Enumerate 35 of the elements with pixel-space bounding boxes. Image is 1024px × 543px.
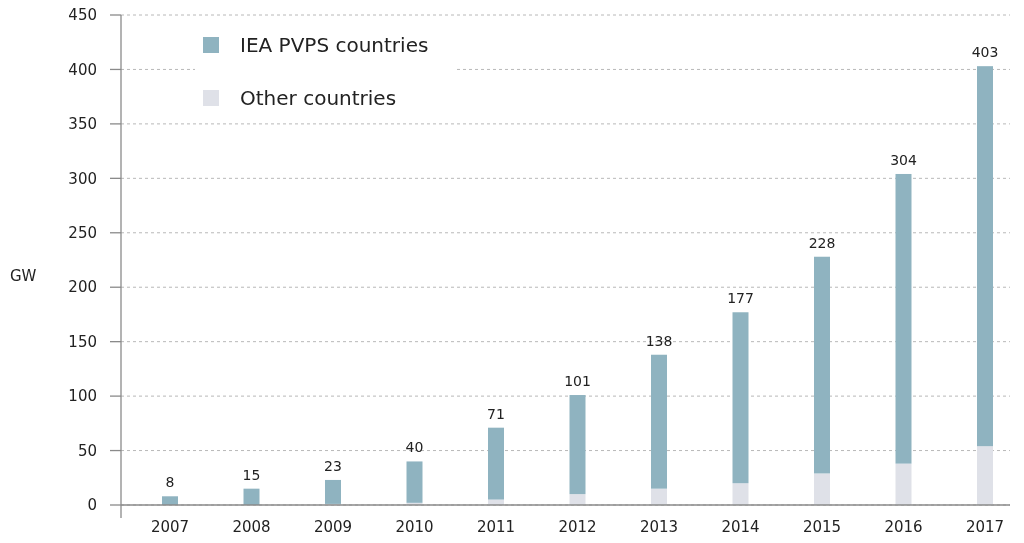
y-tick-label: 350	[68, 115, 97, 134]
total-label: 15	[242, 466, 261, 483]
x-tick-label: 2013	[639, 518, 679, 536]
y-tick-label: 50	[77, 441, 97, 460]
total-label: 23	[324, 457, 342, 474]
total-label: 403	[971, 44, 999, 61]
total-label: 177	[727, 290, 754, 307]
legend-label: Other countries	[240, 86, 397, 110]
x-tick-label: 2015	[802, 518, 842, 536]
x-tick-label: 2012	[558, 518, 597, 536]
y-tick-label: 250	[68, 224, 97, 243]
total-label: 71	[487, 405, 505, 422]
legend-label: IEA PVPS countries	[240, 33, 429, 57]
x-tick-label: 2009	[313, 518, 353, 536]
total-label: 8	[165, 474, 175, 491]
total-label: 228	[808, 234, 836, 251]
total-label: 101	[564, 373, 591, 390]
x-tick-label: 2007	[150, 518, 190, 536]
total-label: 138	[645, 332, 673, 349]
x-tick-label: 2011	[476, 518, 516, 536]
x-tick-label: 2017	[965, 518, 1005, 536]
x-tick-label: 2014	[721, 518, 760, 536]
y-tick-label: 200	[68, 278, 97, 297]
y-axis-title: GW	[10, 267, 37, 286]
y-tick-label: 300	[68, 169, 97, 188]
y-tick-label: 150	[68, 332, 97, 351]
y-tick-label: 400	[68, 60, 97, 79]
y-tick-label: 100	[68, 387, 97, 406]
x-tick-label: 2008	[232, 518, 271, 536]
x-tick-label: 2010	[395, 518, 434, 536]
total-label: 40	[405, 439, 424, 456]
total-label: 304	[890, 151, 917, 168]
y-tick-label: 0	[87, 496, 97, 515]
x-tick-label: 2016	[884, 518, 923, 536]
y-tick-label: 450	[68, 6, 97, 25]
